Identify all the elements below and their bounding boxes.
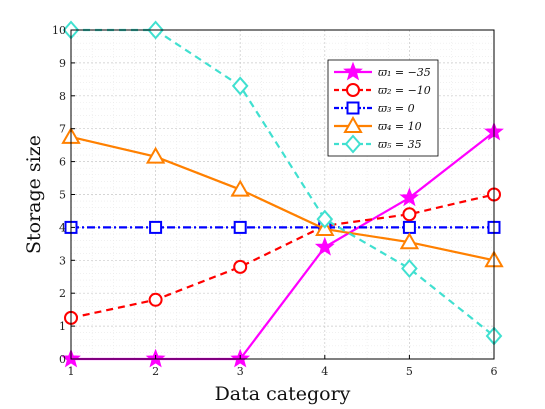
y-tick-label: 4 — [59, 221, 66, 234]
star-marker — [343, 61, 363, 81]
legend: ϖ₁ = −35 ϖ₂ = −10 ϖ₃ = 0 ϖ₄ = 10 ϖ₅ = 35 — [327, 59, 439, 157]
legend-label: ϖ₃ = 0 — [378, 102, 415, 115]
circle-marker — [346, 83, 360, 97]
legend-entry-4: ϖ₄ = 10 — [334, 115, 422, 133]
square-marker — [233, 220, 247, 234]
diamond-marker — [344, 134, 362, 154]
y-tick-label: 0 — [59, 353, 66, 366]
diamond-marker — [401, 259, 418, 279]
x-tick-label: 4 — [321, 365, 328, 378]
y-tick-label: 6 — [59, 156, 66, 169]
diamond-marker — [316, 209, 334, 229]
square-marker — [346, 101, 360, 115]
legend-entry-1: ϖ₁ = −35 — [334, 61, 431, 81]
triangle-marker — [145, 146, 166, 164]
series-4-line — [70, 135, 495, 262]
series-5 — [62, 20, 503, 346]
y-tick-label: 8 — [59, 90, 66, 103]
x-axis-label: Data category — [215, 383, 351, 405]
y-tick-label: 5 — [59, 189, 66, 202]
legend-label: ϖ₄ = 10 — [378, 120, 422, 133]
y-tick-label: 10 — [52, 24, 66, 37]
star-marker — [399, 187, 420, 207]
triangle-marker — [230, 179, 250, 197]
diamond-marker — [231, 76, 249, 96]
series-2-line — [70, 193, 495, 319]
legend-label: ϖ₁ = −35 — [378, 66, 431, 79]
circle-marker — [233, 259, 248, 274]
x-tick-label: 5 — [406, 365, 413, 378]
x-axis-ticks: 1 2 3 4 5 6 — [68, 355, 498, 378]
legend-entry-3: ϖ₃ = 0 — [334, 101, 415, 115]
square-marker — [149, 220, 163, 234]
legend-entry-5: ϖ₅ = 35 — [334, 134, 422, 154]
x-tick-label: 6 — [491, 365, 498, 378]
legend-entry-2: ϖ₂ = −10 — [334, 83, 431, 97]
x-tick-label: 2 — [152, 365, 159, 378]
triangle-marker — [399, 232, 420, 250]
y-axis-label: Storage size — [23, 135, 45, 254]
square-marker — [402, 220, 416, 234]
triangle-marker — [343, 115, 363, 133]
star-marker — [314, 236, 335, 256]
legend-label: ϖ₅ = 35 — [378, 138, 422, 151]
y-tick-label: 2 — [59, 287, 66, 300]
series-5-line — [71, 28, 495, 337]
y-tick-label: 3 — [59, 254, 66, 267]
x-tick-label: 1 — [68, 365, 75, 378]
circle-marker — [402, 207, 417, 222]
y-tick-label: 1 — [59, 320, 66, 333]
circle-marker — [148, 292, 163, 307]
y-tick-label: 7 — [59, 123, 66, 136]
y-tick-label: 9 — [59, 57, 66, 70]
x-tick-label: 3 — [237, 365, 244, 378]
y-axis-ticks: 0 1 2 3 4 5 6 7 8 9 10 — [52, 24, 75, 366]
legend-label: ϖ₂ = −10 — [378, 84, 431, 97]
